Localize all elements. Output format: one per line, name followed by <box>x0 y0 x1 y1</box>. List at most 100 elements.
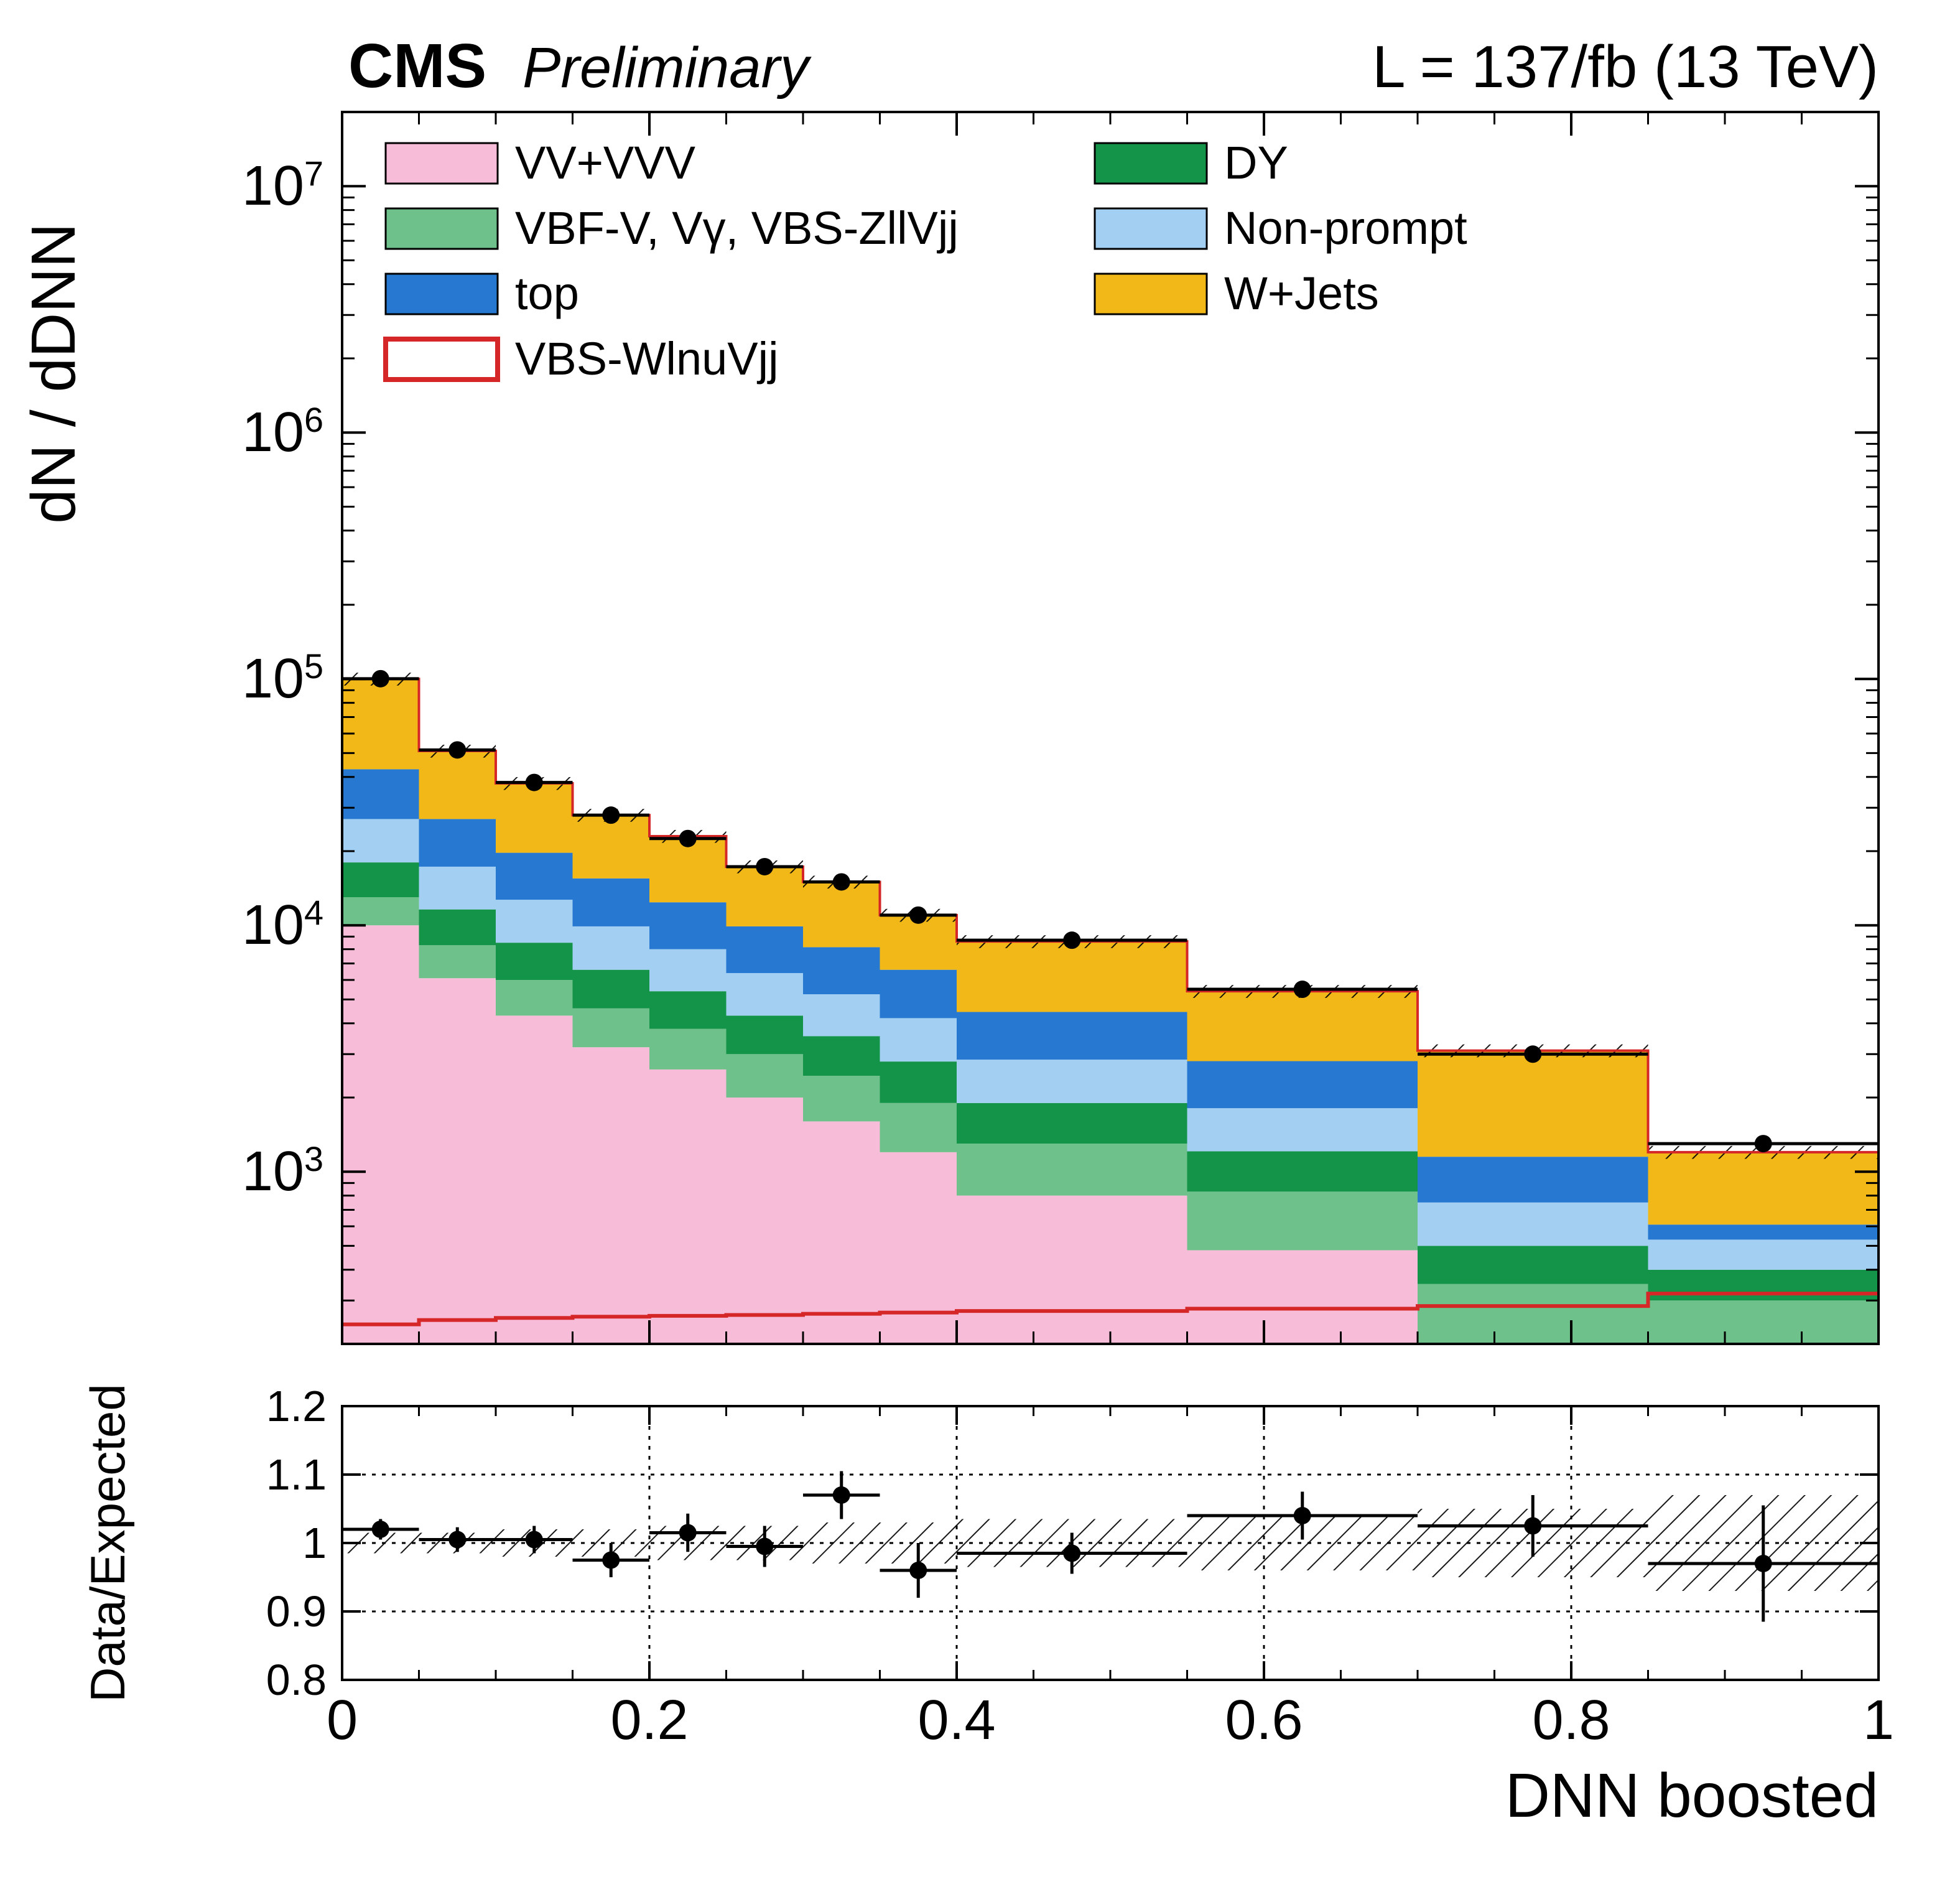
stack-vbfv <box>419 945 496 978</box>
stack-top <box>1187 1061 1418 1109</box>
stack-nonprompt <box>496 900 573 943</box>
data-point <box>909 907 927 924</box>
stack-vv <box>342 925 419 1344</box>
ytick-label: 107 <box>242 154 323 218</box>
stack-dy <box>649 991 727 1028</box>
stack-dy <box>803 1036 880 1076</box>
stack-top <box>1418 1157 1648 1203</box>
ratio-ytick-label: 1 <box>302 1519 327 1567</box>
ratio-panel: 0.80.911.11.200.20.40.60.81 <box>266 1382 1894 1751</box>
xtick-label: 0.8 <box>1532 1689 1610 1751</box>
y-axis-label: dN / dDNN <box>19 223 88 523</box>
ratio-point <box>526 1531 543 1549</box>
stack-top <box>649 902 727 949</box>
stack-nonprompt <box>727 973 804 1015</box>
stack-wjets <box>1187 991 1418 1061</box>
lumi-label: L = 137/fb (13 TeV) <box>1372 34 1879 100</box>
stack-dy <box>496 943 573 980</box>
legend: VV+VVVVBF-V, Vγ, VBS-ZllVjjtopVBS-WlnuVj… <box>386 137 959 385</box>
stack-vbfv <box>880 1103 957 1152</box>
ytick-label: 105 <box>242 646 323 711</box>
stack-vv <box>880 1152 957 1344</box>
data-point <box>526 774 543 791</box>
stack-wjets <box>1418 1051 1648 1157</box>
ratio-ytick-label: 1.1 <box>266 1450 327 1499</box>
ratio-point <box>1755 1555 1772 1572</box>
stack-vbfv <box>1187 1191 1418 1250</box>
ratio-point <box>909 1562 927 1579</box>
stack-nonprompt <box>649 949 727 992</box>
stack-nonprompt <box>1418 1203 1648 1246</box>
stack-nonprompt <box>803 994 880 1036</box>
stack-vv <box>419 978 496 1344</box>
main-panel <box>342 670 1879 1344</box>
ratio-point <box>1294 1507 1311 1524</box>
legend-swatch-signal <box>386 339 498 380</box>
xtick-label: 0.2 <box>610 1689 688 1751</box>
stack-vv <box>803 1121 880 1344</box>
ratio-point <box>602 1552 620 1569</box>
ratio-ytick-label: 1.2 <box>266 1382 327 1430</box>
cms-label: CMS <box>348 31 486 101</box>
stack-dy <box>419 910 496 946</box>
ratio-point <box>372 1521 389 1538</box>
stack-dy <box>880 1061 957 1103</box>
legend-label-top: top <box>515 268 579 319</box>
data-point <box>372 670 389 688</box>
stack-dy <box>573 970 650 1009</box>
stack-vbfv <box>649 1029 727 1070</box>
stack-dy <box>1648 1270 1879 1300</box>
stack-vbfv <box>342 897 419 925</box>
legend-label-vv: VV+VVV <box>515 137 696 189</box>
legend-swatch-dy <box>1095 143 1207 184</box>
x-axis-label: DNN boosted <box>1505 1761 1879 1830</box>
legend-swatch-vv <box>386 143 498 184</box>
stack-top <box>880 970 957 1019</box>
stack-vbfv <box>1648 1300 1879 1344</box>
ytick-label: 106 <box>242 400 323 464</box>
legend-swatch-nonprompt <box>1095 208 1207 249</box>
ytick-label: 104 <box>242 893 323 957</box>
stack-dy <box>1418 1246 1648 1284</box>
ratio-point <box>756 1538 773 1555</box>
ratio-ytick-label: 0.8 <box>266 1656 327 1704</box>
stack-nonprompt <box>1648 1239 1879 1269</box>
stack-vbfv <box>957 1144 1187 1195</box>
ratio-point <box>833 1486 850 1504</box>
stack-vv <box>496 1015 573 1344</box>
stack-vbfv <box>573 1009 650 1047</box>
stack-nonprompt <box>419 867 496 910</box>
stack-wjets <box>419 751 496 819</box>
stack-wjets <box>573 815 650 879</box>
stack-vv <box>649 1070 727 1344</box>
data-point <box>1063 931 1080 949</box>
stack-vbfv <box>727 1054 804 1098</box>
legend-swatch-vbfv <box>386 208 498 249</box>
stack-wjets <box>803 882 880 947</box>
xtick-label: 0.6 <box>1225 1689 1303 1751</box>
legend: DYNon-promptW+Jets <box>1095 137 1467 319</box>
stack-dy <box>957 1103 1187 1144</box>
ratio-point <box>1063 1545 1080 1562</box>
data-point <box>1755 1135 1772 1152</box>
data-point <box>756 858 773 875</box>
preliminary-label: Preliminary <box>523 36 812 100</box>
stack-nonprompt <box>342 819 419 862</box>
stack-vv <box>727 1098 804 1344</box>
data-point <box>448 741 466 758</box>
data-point <box>1524 1045 1541 1063</box>
stack-top <box>727 926 804 973</box>
ratio-y-label: Data/Expected <box>80 1384 135 1702</box>
stack-vbfv <box>496 980 573 1015</box>
stacked-histogram <box>342 670 1879 1344</box>
chart-root: CMSPreliminaryL = 137/fb (13 TeV)1031041… <box>0 0 1960 1902</box>
ratio-point <box>1524 1517 1541 1535</box>
stack-wjets <box>727 867 804 926</box>
legend-label-dy: DY <box>1224 137 1288 189</box>
stack-dy <box>1187 1151 1418 1191</box>
stack-top <box>496 853 573 900</box>
legend-swatch-wjets <box>1095 274 1207 314</box>
stack-vbfv <box>1418 1284 1648 1344</box>
stack-wjets <box>342 679 419 769</box>
stack-vv <box>573 1047 650 1344</box>
